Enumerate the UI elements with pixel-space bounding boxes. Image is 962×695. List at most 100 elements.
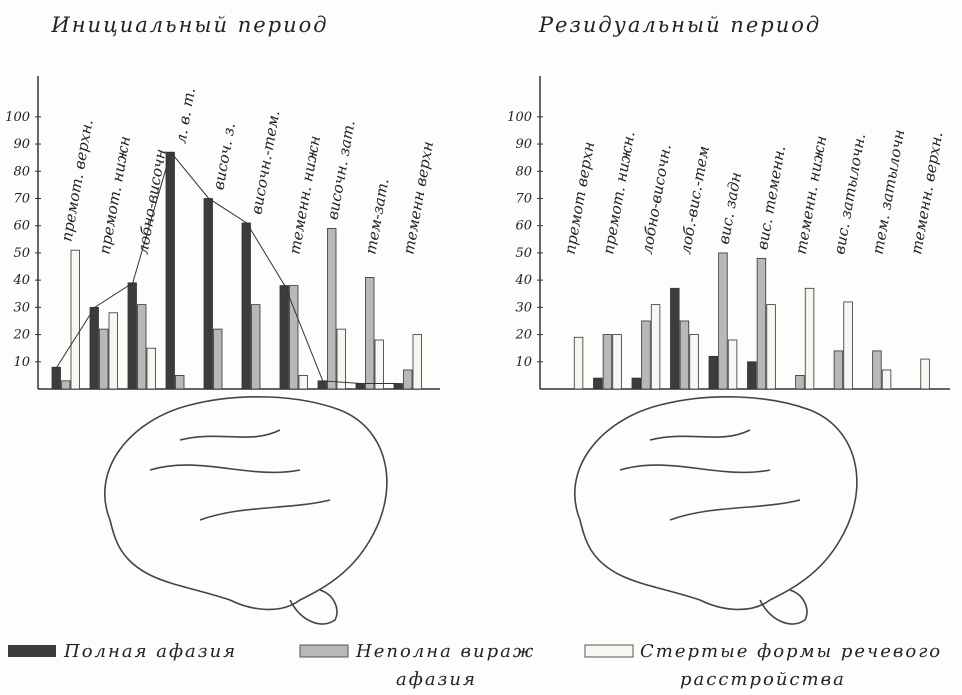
y-tick-label: 100	[5, 110, 30, 125]
bar	[404, 370, 413, 389]
bar	[394, 384, 403, 389]
bar	[834, 351, 843, 389]
bar	[176, 375, 185, 389]
x-tick-label: теменн верхн	[399, 140, 437, 256]
bar	[71, 250, 80, 389]
y-tick-label: 90	[13, 137, 30, 152]
bar	[252, 305, 261, 389]
x-tick-label: л. в. т.	[171, 86, 199, 145]
y-tick-label: 30	[515, 300, 532, 315]
bar	[594, 378, 603, 389]
y-tick-label: 50	[13, 246, 30, 261]
y-tick-label: 80	[515, 164, 532, 179]
bar	[574, 337, 583, 389]
bar	[356, 384, 365, 389]
x-tick-label: вис. затылочн.	[830, 132, 869, 256]
bar	[138, 305, 147, 389]
y-tick-label: 10	[515, 355, 532, 370]
y-tick-label: 80	[13, 164, 30, 179]
bar	[642, 321, 651, 389]
bar	[671, 288, 680, 389]
bar	[805, 288, 814, 389]
bar	[204, 198, 213, 389]
bar	[280, 286, 289, 389]
x-tick-label: теменн. нижн	[792, 134, 831, 255]
x-tick-label: лоб.-вис.-тем	[676, 144, 713, 255]
y-tick-label: 70	[515, 191, 532, 206]
x-tick-label: вис. задн	[715, 171, 745, 246]
bar	[337, 329, 346, 389]
bar	[882, 370, 891, 389]
bar	[299, 375, 308, 389]
bar	[214, 329, 223, 389]
x-tick-label: тем. затылочн	[869, 128, 909, 256]
chart-title: Резидуальный период	[538, 13, 821, 37]
legend-label: Полная афазия	[63, 641, 237, 662]
x-tick-label: теменн. верхн.	[907, 130, 946, 255]
x-tick-label: лобно-височн.	[638, 143, 675, 256]
bar	[109, 313, 118, 389]
x-tick-label: премот. верхн.	[57, 118, 96, 243]
legend-swatch	[8, 645, 56, 657]
legend-swatch	[585, 645, 633, 657]
x-tick-label: теменн. нижн	[285, 134, 324, 255]
y-tick-label: 20	[514, 328, 532, 343]
bar	[728, 340, 737, 389]
bar	[328, 228, 337, 389]
bar	[690, 335, 699, 389]
x-tick-label: премот. нижн.	[599, 130, 638, 256]
x-tick-label: премот. нижн	[95, 135, 134, 256]
x-tick-label: височ. з.	[209, 121, 238, 191]
bar	[242, 223, 251, 389]
bar	[166, 152, 175, 389]
y-tick-label: 40	[514, 273, 532, 288]
y-tick-label: 100	[507, 110, 532, 125]
bar	[147, 348, 156, 389]
bar	[796, 375, 805, 389]
bar	[318, 381, 327, 389]
x-tick-label: височн. зат.	[323, 119, 358, 221]
chart: Полная афазия Неполна виражафазия Стерты…	[0, 0, 962, 691]
x-tick-label: тем-зат.	[361, 177, 392, 256]
bar	[651, 305, 660, 389]
x-tick-label: височн.-тем.	[247, 109, 283, 216]
bar	[921, 359, 930, 389]
y-tick-label: 70	[13, 191, 30, 206]
bar	[366, 277, 375, 389]
y-tick-label: 20	[12, 328, 30, 343]
y-tick-label: 90	[515, 137, 532, 152]
brain-drawings	[105, 397, 857, 624]
y-tick-label: 50	[515, 246, 532, 261]
bar	[613, 335, 622, 389]
y-tick-label: 60	[515, 219, 532, 234]
y-tick-label: 40	[12, 273, 30, 288]
chart-title: Инициальный период	[50, 13, 328, 37]
y-tick-label: 60	[13, 219, 30, 234]
bar	[748, 362, 757, 389]
bar	[757, 258, 766, 389]
bar	[767, 305, 776, 389]
bar	[413, 335, 422, 389]
bar	[719, 253, 728, 389]
bar	[603, 335, 612, 389]
bar	[100, 329, 109, 389]
bar	[709, 356, 718, 389]
x-tick-label: премот верхн	[561, 140, 599, 256]
y-tick-label: 10	[13, 355, 30, 370]
legend-swatch	[300, 645, 348, 657]
bar	[90, 307, 99, 389]
bar	[632, 378, 641, 389]
bar	[52, 367, 61, 389]
x-tick-label: лобно-височн	[133, 147, 169, 255]
bar	[128, 283, 137, 389]
y-tick-label: 30	[13, 300, 30, 315]
x-tick-label: вис. теменн.	[753, 144, 789, 251]
bar	[844, 302, 853, 389]
bar	[375, 340, 384, 389]
bar	[680, 321, 689, 389]
bar	[873, 351, 882, 389]
bar	[62, 381, 71, 389]
